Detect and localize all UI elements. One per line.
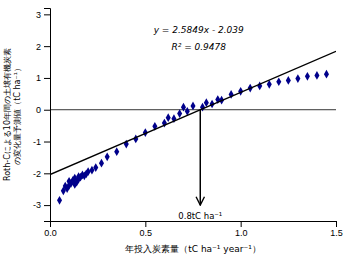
- y-tick-mark: [44, 205, 50, 206]
- x-tick-label: 1.5: [330, 228, 343, 238]
- scatter-series: [57, 70, 329, 205]
- x-tick: 1.5: [330, 221, 343, 238]
- x-tick-label: 1.0: [235, 228, 248, 238]
- chart: 0.0 0.5 1.0 1.5 -3 -2 -1 0 1 2 3 y = 2.5849x - 2.03…: [0, 0, 350, 257]
- scatter-point: [314, 71, 319, 80]
- scatter-point: [181, 103, 186, 112]
- plot: 0.0 0.5 1.0 1.5 -3 -2 -1 0 1 2 3 y = 2.5849x - 2.03…: [33, 9, 343, 239]
- y-axis-title-line: の変化量予測値（tC ha⁻¹）: [13, 64, 22, 165]
- annotation-text: 0.8tC ha⁻¹: [178, 211, 222, 221]
- x-tick: 1.0: [235, 221, 248, 238]
- y-tick: 1: [36, 73, 50, 83]
- y-tick-mark: [44, 173, 50, 174]
- y-tick: 0: [36, 105, 50, 115]
- x-axis-title: 年投入炭素量（tC ha⁻¹ year⁻¹）: [125, 244, 261, 254]
- y-tick: -3: [33, 200, 50, 210]
- scatter-point: [114, 147, 119, 156]
- scatter-point: [99, 159, 104, 168]
- scatter-point: [324, 70, 329, 79]
- y-axis-title: Roth-Cによる10年間の土壌有機炭素の変化量予測値（tC ha⁻¹）: [3, 48, 22, 181]
- x-tick-mark: [145, 221, 146, 227]
- y-tick-label: -1: [33, 137, 41, 147]
- x-tick-label: 0.0: [44, 228, 57, 238]
- y-tick-label: 0: [36, 105, 41, 115]
- regression-line: [50, 51, 336, 174]
- y-axis: -3 -2 -1 0 1 2 3: [33, 9, 51, 222]
- y-tick: -1: [33, 137, 50, 147]
- y-tick-mark: [44, 110, 50, 111]
- annotation-text: y = 2.5849x - 2.039: [153, 25, 244, 35]
- y-axis-title-line: Roth-Cによる10年間の土壌有機炭素: [3, 48, 12, 181]
- scatter-point: [190, 102, 195, 111]
- scatter-point: [295, 74, 300, 83]
- y-tick-label: 2: [36, 42, 41, 52]
- y-tick-label: 3: [36, 10, 41, 20]
- arrow: [200, 110, 202, 205]
- scatter-point: [177, 109, 182, 118]
- x-axis: 0.0 0.5 1.0 1.5: [44, 221, 343, 238]
- scatter-point: [86, 167, 91, 176]
- marks: [50, 51, 336, 205]
- x-tick-label: 0.5: [140, 228, 153, 238]
- x-axis-line: [51, 222, 337, 228]
- x-tick-mark: [241, 221, 242, 227]
- scatter-point: [286, 76, 291, 85]
- y-tick: 3: [36, 10, 50, 20]
- y-tick-mark: [44, 46, 50, 47]
- scatter-point: [57, 196, 62, 205]
- scatter-point: [276, 77, 281, 86]
- y-tick-mark: [44, 142, 50, 143]
- y-tick-label: 1: [36, 73, 41, 83]
- y-tick-mark: [44, 78, 50, 79]
- scatter-point: [166, 113, 171, 122]
- annotation-text: R² = 0.9478: [171, 42, 226, 52]
- x-tick: 0.5: [140, 221, 153, 238]
- y-tick: -2: [33, 169, 50, 179]
- y-axis-line: [44, 9, 51, 222]
- scatter-point: [305, 72, 310, 81]
- x-tick-mark: [336, 221, 337, 227]
- y-tick-mark: [44, 14, 50, 15]
- y-tick: 2: [36, 42, 50, 52]
- scatter-point: [105, 152, 110, 161]
- scatter-point: [93, 163, 98, 172]
- y-tick-label: -2: [33, 169, 41, 179]
- y-tick-label: -3: [33, 200, 41, 210]
- x-tick: 0.0: [44, 221, 57, 238]
- annotations: y = 2.5849x - 2.039 R² = 0.9478 0.8tC ha⁻¹: [153, 25, 244, 222]
